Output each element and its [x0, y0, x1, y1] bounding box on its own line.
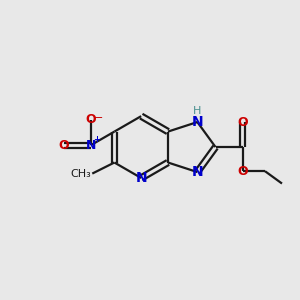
Text: H: H [193, 106, 202, 116]
Text: +: + [93, 135, 100, 144]
Text: O: O [58, 139, 69, 152]
Text: O: O [85, 113, 96, 126]
Text: N: N [85, 139, 96, 152]
Text: N: N [135, 171, 147, 185]
Text: CH₃: CH₃ [70, 169, 91, 178]
Text: O: O [237, 165, 248, 178]
Text: −: − [94, 113, 104, 123]
Text: N: N [191, 115, 203, 129]
Text: O: O [237, 116, 248, 129]
Text: N: N [191, 165, 203, 179]
